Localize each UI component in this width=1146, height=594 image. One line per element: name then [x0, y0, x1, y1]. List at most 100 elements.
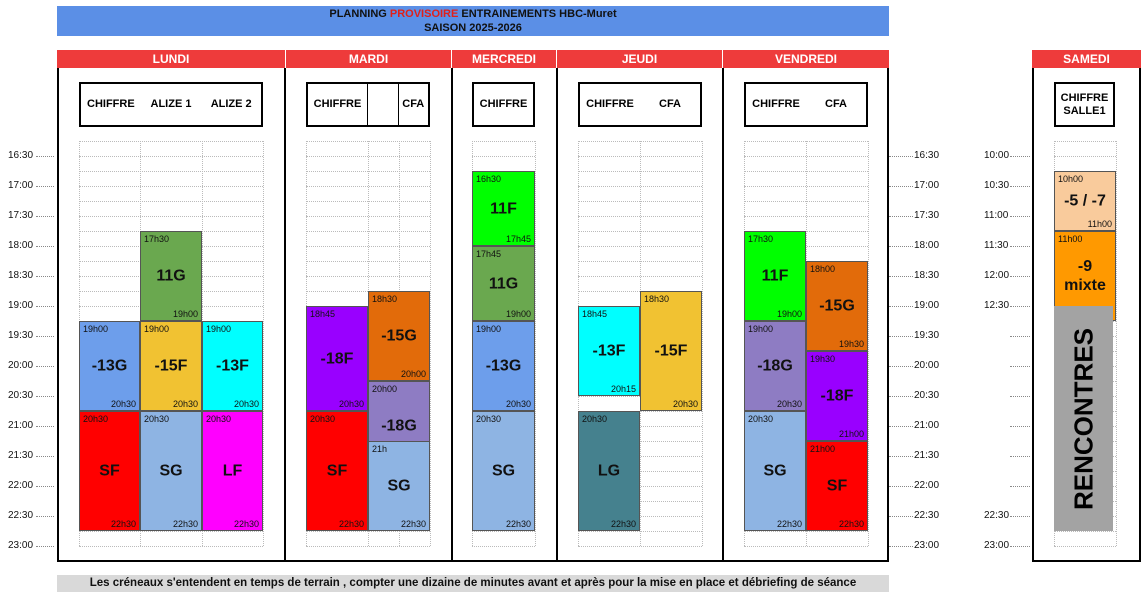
- session-start: 19h00: [206, 324, 232, 334]
- session-end: 22h30: [505, 519, 531, 529]
- time-tick: [36, 186, 54, 187]
- session-end: 19h00: [505, 309, 531, 319]
- time-label: 20:30: [914, 390, 940, 401]
- grid-line: [263, 141, 264, 546]
- session-team: -13F: [592, 342, 626, 360]
- time-tick: [1010, 216, 1030, 217]
- time-label: 21:00: [914, 420, 940, 431]
- session-start: 10h00: [1058, 174, 1084, 184]
- time-label: 22:30: [914, 510, 940, 521]
- time-label: 21:00: [8, 420, 34, 431]
- session-start: 20h30: [582, 414, 608, 424]
- grid-line: [430, 141, 431, 546]
- column-header-empty: [367, 84, 399, 125]
- time-label: 17:00: [914, 180, 940, 191]
- time-tick: [1010, 516, 1030, 517]
- session-end: 22h30: [610, 519, 636, 529]
- column-header: CHIFFRE SALLE1: [1060, 91, 1109, 117]
- session-team: SF: [326, 462, 348, 480]
- session-team: -15G: [381, 327, 417, 345]
- session-end: 20h30: [110, 399, 136, 409]
- time-tick: [889, 546, 913, 547]
- session-team: 11F: [490, 200, 517, 217]
- session-end: 22h30: [400, 519, 426, 529]
- grid-line: [472, 156, 535, 157]
- grid-line: [578, 546, 702, 547]
- time-label: 21:30: [914, 450, 940, 461]
- session-end: 22h30: [110, 519, 136, 529]
- time-label: 19:30: [8, 330, 34, 341]
- session-start: 17h30: [144, 234, 170, 244]
- session-block: 10h00 -5 / -7 11h00: [1054, 171, 1116, 231]
- session-end: 19h30: [838, 339, 864, 349]
- grid-line: [744, 546, 868, 547]
- time-label: 20:00: [8, 360, 34, 371]
- session-end: 22h30: [233, 519, 259, 529]
- grid-line: [1054, 546, 1116, 547]
- time-tick: [1010, 426, 1030, 427]
- session-team: SG: [491, 462, 516, 480]
- time-label: 18:30: [8, 270, 34, 281]
- session-block: 21h00 SF 22h30: [806, 441, 868, 531]
- time-label: 22:30: [8, 510, 34, 521]
- session-team: SG: [387, 477, 411, 495]
- session-block: 20h30 SF 22h30: [79, 411, 140, 531]
- session-start: 20h30: [83, 414, 109, 424]
- session-block: 19h00 -18G 20h30: [744, 321, 806, 411]
- time-tick: [36, 276, 54, 277]
- column-header-group-samedi: CHIFFRE SALLE1: [1054, 82, 1115, 127]
- session-start: 20h30: [144, 414, 170, 424]
- session-start: 20h30: [310, 414, 336, 424]
- time-label: 10:00: [984, 150, 1010, 161]
- session-block: 20h30 SG 22h30: [472, 411, 535, 531]
- time-label: 17:30: [8, 210, 34, 221]
- session-block: 20h30 SG 22h30: [744, 411, 806, 531]
- session-start: 19h30: [810, 354, 836, 364]
- grid-line: [306, 546, 430, 547]
- time-label: 22:30: [984, 510, 1010, 521]
- time-tick: [1010, 486, 1030, 487]
- session-block: 19h00 -15F 20h30: [140, 321, 202, 411]
- session-start: 17h30: [748, 234, 774, 244]
- grid-line: [1054, 156, 1116, 157]
- session-block: 18h30 -15G 20h00: [368, 291, 430, 381]
- time-label: 23:00: [8, 540, 34, 551]
- time-tick: [1010, 306, 1030, 307]
- time-tick: [36, 516, 54, 517]
- column-header: CHIFFRE: [586, 98, 634, 110]
- column-header: CHIFFRE: [87, 98, 135, 110]
- session-start: 18h45: [582, 309, 608, 319]
- session-block: 20h30 LG 22h30: [578, 411, 640, 531]
- grid-line: [868, 141, 869, 546]
- session-start: 21h00: [810, 444, 836, 454]
- time-tick: [36, 486, 54, 487]
- session-start: 19h00: [476, 324, 502, 334]
- column-header: CFA: [402, 98, 425, 110]
- time-tick: [889, 216, 913, 217]
- session-block: 19h00 -13G 20h30: [79, 321, 140, 411]
- session-start: 19h00: [144, 324, 170, 334]
- session-team: LF: [222, 462, 243, 480]
- session-end: 22h30: [776, 519, 802, 529]
- time-tick: [1010, 366, 1030, 367]
- time-tick: [889, 276, 913, 277]
- session-end: 20h30: [672, 399, 698, 409]
- grid-line: [535, 141, 536, 546]
- day-header-mardi: MARDI: [286, 50, 451, 68]
- session-end: 20h15: [610, 384, 636, 394]
- time-tick: [1010, 276, 1030, 277]
- column-header-group-mardi: CHIFFRE CFA: [306, 82, 430, 127]
- session-start: 17h45: [476, 249, 502, 259]
- time-tick: [1010, 156, 1030, 157]
- column-header: CHIFFRE: [479, 98, 528, 110]
- time-label: 22:00: [8, 480, 34, 491]
- session-block: 21h SG 22h30: [368, 441, 430, 531]
- session-block: 17h30 11F 19h00: [744, 231, 806, 321]
- time-label: 20:00: [914, 360, 940, 371]
- time-label: 16:30: [914, 150, 940, 161]
- time-label: 19:30: [914, 330, 940, 341]
- session-block: 19h00 -13F 20h30: [202, 321, 263, 411]
- session-start: 19h00: [748, 324, 774, 334]
- session-start: 20h30: [476, 414, 502, 424]
- session-end: 20h30: [172, 399, 198, 409]
